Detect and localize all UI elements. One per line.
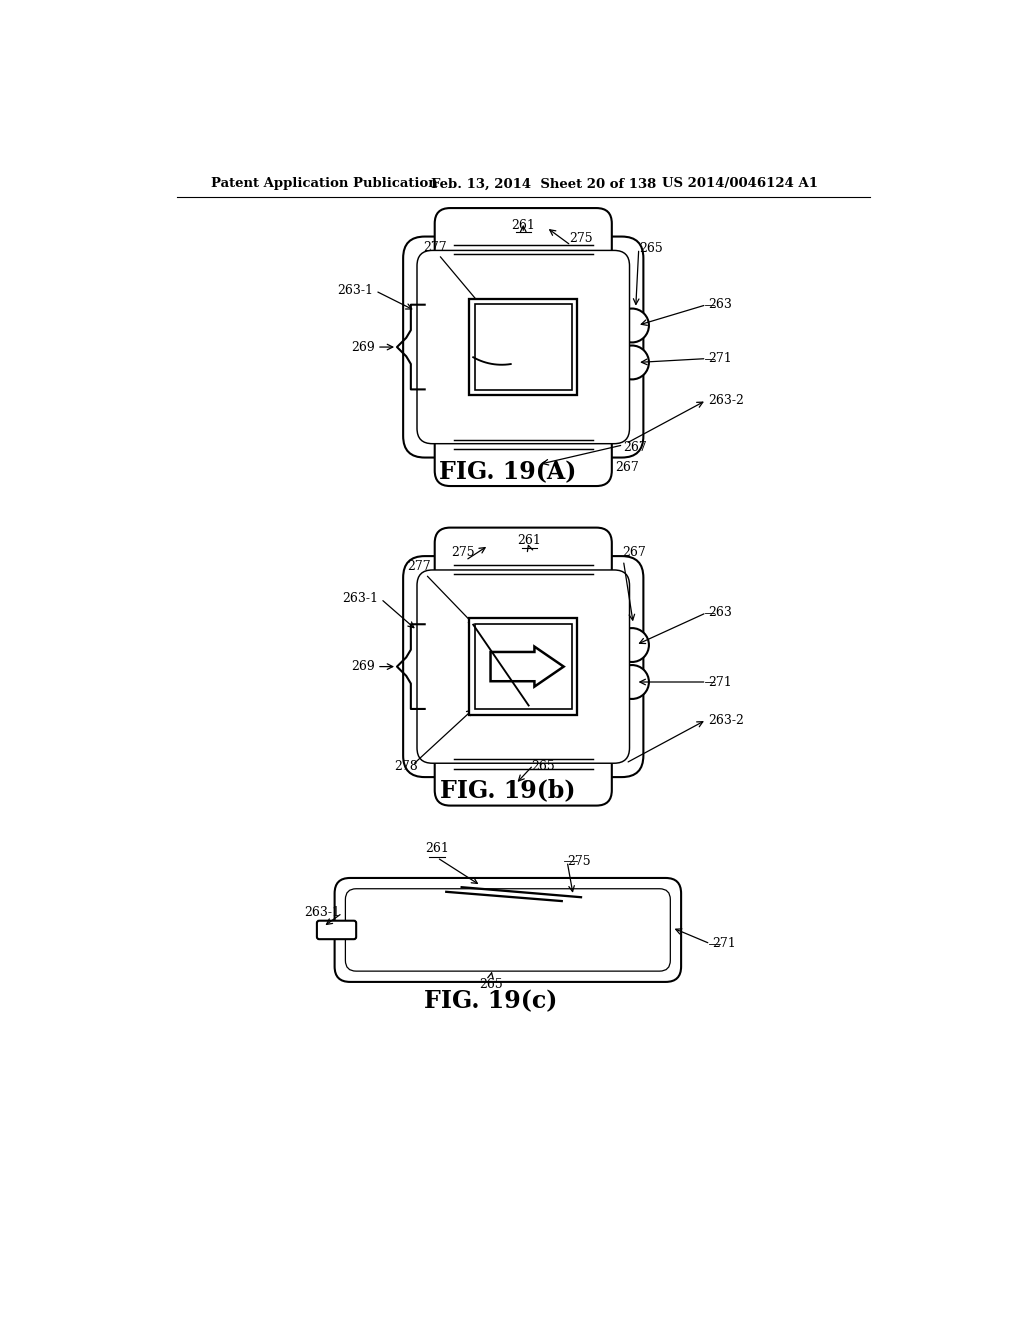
Text: 271: 271 [712, 937, 735, 950]
Text: US 2014/0046124 A1: US 2014/0046124 A1 [662, 177, 818, 190]
Circle shape [615, 665, 649, 700]
FancyBboxPatch shape [417, 570, 630, 763]
Text: 263-1: 263-1 [304, 907, 340, 920]
FancyBboxPatch shape [403, 236, 643, 458]
Bar [469, 298, 578, 395]
FancyBboxPatch shape [435, 528, 611, 597]
Text: 269: 269 [351, 341, 376, 354]
Text: 265: 265 [479, 978, 503, 991]
Text: Patent Application Publication: Patent Application Publication [211, 177, 438, 190]
Text: 277: 277 [423, 240, 446, 253]
Text: 263-2: 263-2 [708, 395, 743, 408]
Text: 275: 275 [569, 231, 593, 244]
Text: 261: 261 [425, 842, 449, 855]
Text: 271: 271 [708, 676, 732, 689]
Text: 278: 278 [394, 760, 418, 774]
Bar [475, 624, 571, 709]
Text: 265: 265 [531, 760, 555, 774]
Text: FIG. 19(b): FIG. 19(b) [440, 777, 575, 801]
Text: 265: 265 [639, 242, 663, 255]
Circle shape [615, 628, 649, 663]
Text: 269: 269 [351, 660, 376, 673]
FancyBboxPatch shape [435, 417, 611, 486]
Text: 275: 275 [567, 855, 591, 869]
Text: 263: 263 [708, 298, 732, 312]
FancyBboxPatch shape [403, 556, 643, 777]
Text: 261: 261 [511, 219, 536, 231]
Text: 271: 271 [708, 352, 732, 366]
Circle shape [615, 309, 649, 342]
Polygon shape [490, 647, 563, 686]
Bar [475, 305, 571, 389]
Text: 263: 263 [708, 606, 732, 619]
Bar [469, 619, 578, 714]
FancyBboxPatch shape [345, 888, 671, 972]
Text: 263-2: 263-2 [708, 714, 743, 727]
Text: FIG. 19(c): FIG. 19(c) [424, 990, 558, 1014]
Text: 277: 277 [408, 560, 431, 573]
Text: 267: 267 [622, 545, 645, 558]
Text: Feb. 13, 2014  Sheet 20 of 138: Feb. 13, 2014 Sheet 20 of 138 [431, 177, 656, 190]
Text: 267: 267 [624, 441, 647, 454]
Text: 263-1: 263-1 [337, 284, 373, 297]
FancyBboxPatch shape [435, 737, 611, 805]
FancyBboxPatch shape [417, 251, 630, 444]
Text: 267: 267 [615, 462, 639, 474]
Text: FIG. 19(A): FIG. 19(A) [439, 461, 577, 484]
FancyBboxPatch shape [316, 921, 356, 940]
FancyBboxPatch shape [335, 878, 681, 982]
Circle shape [615, 346, 649, 379]
FancyBboxPatch shape [435, 209, 611, 277]
Text: 263-1: 263-1 [342, 593, 379, 606]
Text: 275: 275 [452, 545, 475, 558]
Text: 261: 261 [517, 535, 542, 548]
